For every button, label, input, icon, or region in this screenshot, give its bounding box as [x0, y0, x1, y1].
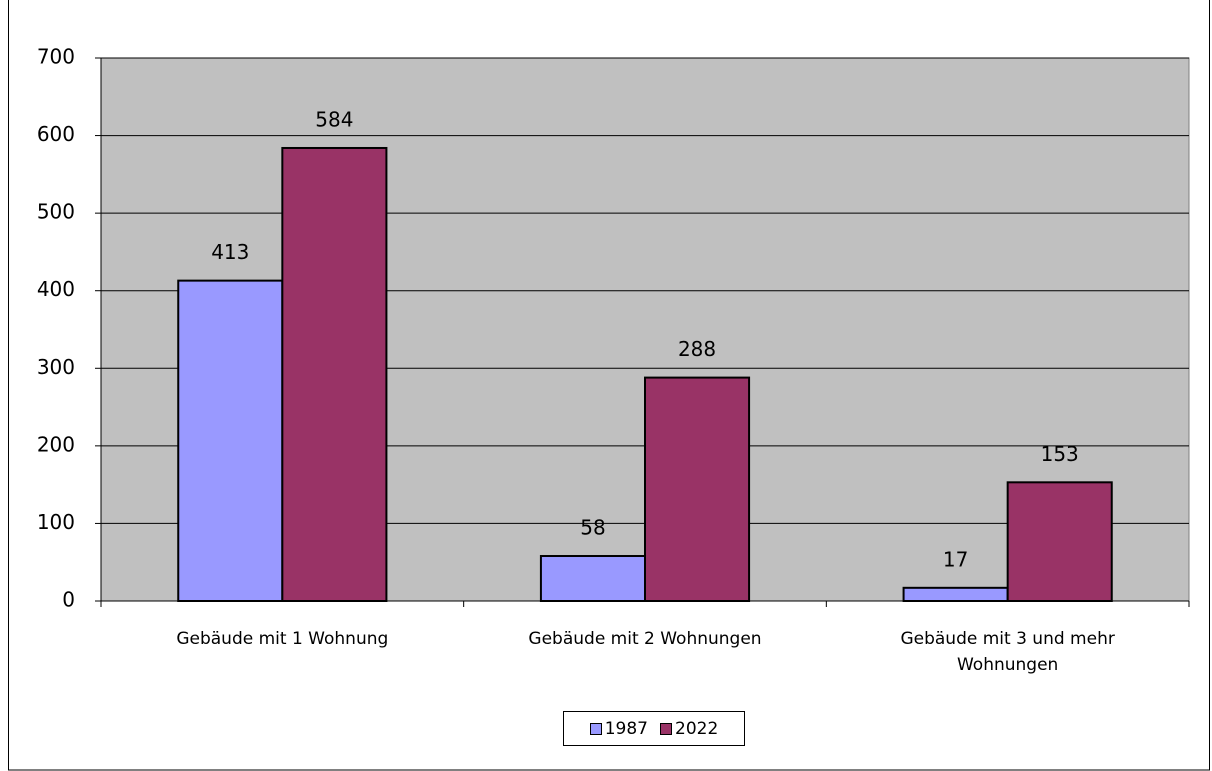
chart-frame — [8, 0, 1210, 771]
legend-label: 1987 — [604, 718, 648, 739]
bar — [539, 555, 647, 602]
value-label: 413 — [211, 240, 249, 264]
value-label: 58 — [580, 516, 605, 540]
legend-swatch — [589, 722, 602, 735]
legend-swatch — [660, 722, 672, 735]
value-label: 17 — [943, 547, 968, 571]
legend-item: 2022 — [660, 719, 718, 739]
y-tick-label: 100 — [37, 510, 75, 534]
bar — [281, 146, 388, 603]
bar — [644, 376, 751, 603]
x-tick-label: Gebäude mit 2 Wohnungen — [528, 629, 762, 649]
legend-label: 2022 — [675, 718, 719, 739]
value-label: 288 — [678, 337, 716, 361]
y-tick-label: 400 — [37, 277, 75, 301]
value-label: 584 — [315, 107, 353, 131]
bar — [177, 279, 284, 602]
x-tick-label: Gebäude mit 3 und mehr Wohnungen — [900, 629, 1115, 675]
legend-item: 1987 — [589, 718, 648, 739]
y-tick-label: 0 — [62, 588, 75, 612]
y-tick-label: 300 — [37, 355, 75, 379]
legend: 1987 2022 — [563, 711, 745, 746]
y-tick-label: 600 — [37, 122, 75, 146]
bar — [902, 586, 1009, 603]
bar — [1006, 481, 1113, 602]
x-tick-label: Gebäude mit 1 Wohnung — [176, 629, 389, 649]
value-label: 153 — [1041, 442, 1079, 466]
y-tick-label: 500 — [37, 200, 75, 224]
y-tick-label: 700 — [37, 45, 75, 69]
y-tick-label: 200 — [37, 432, 75, 456]
